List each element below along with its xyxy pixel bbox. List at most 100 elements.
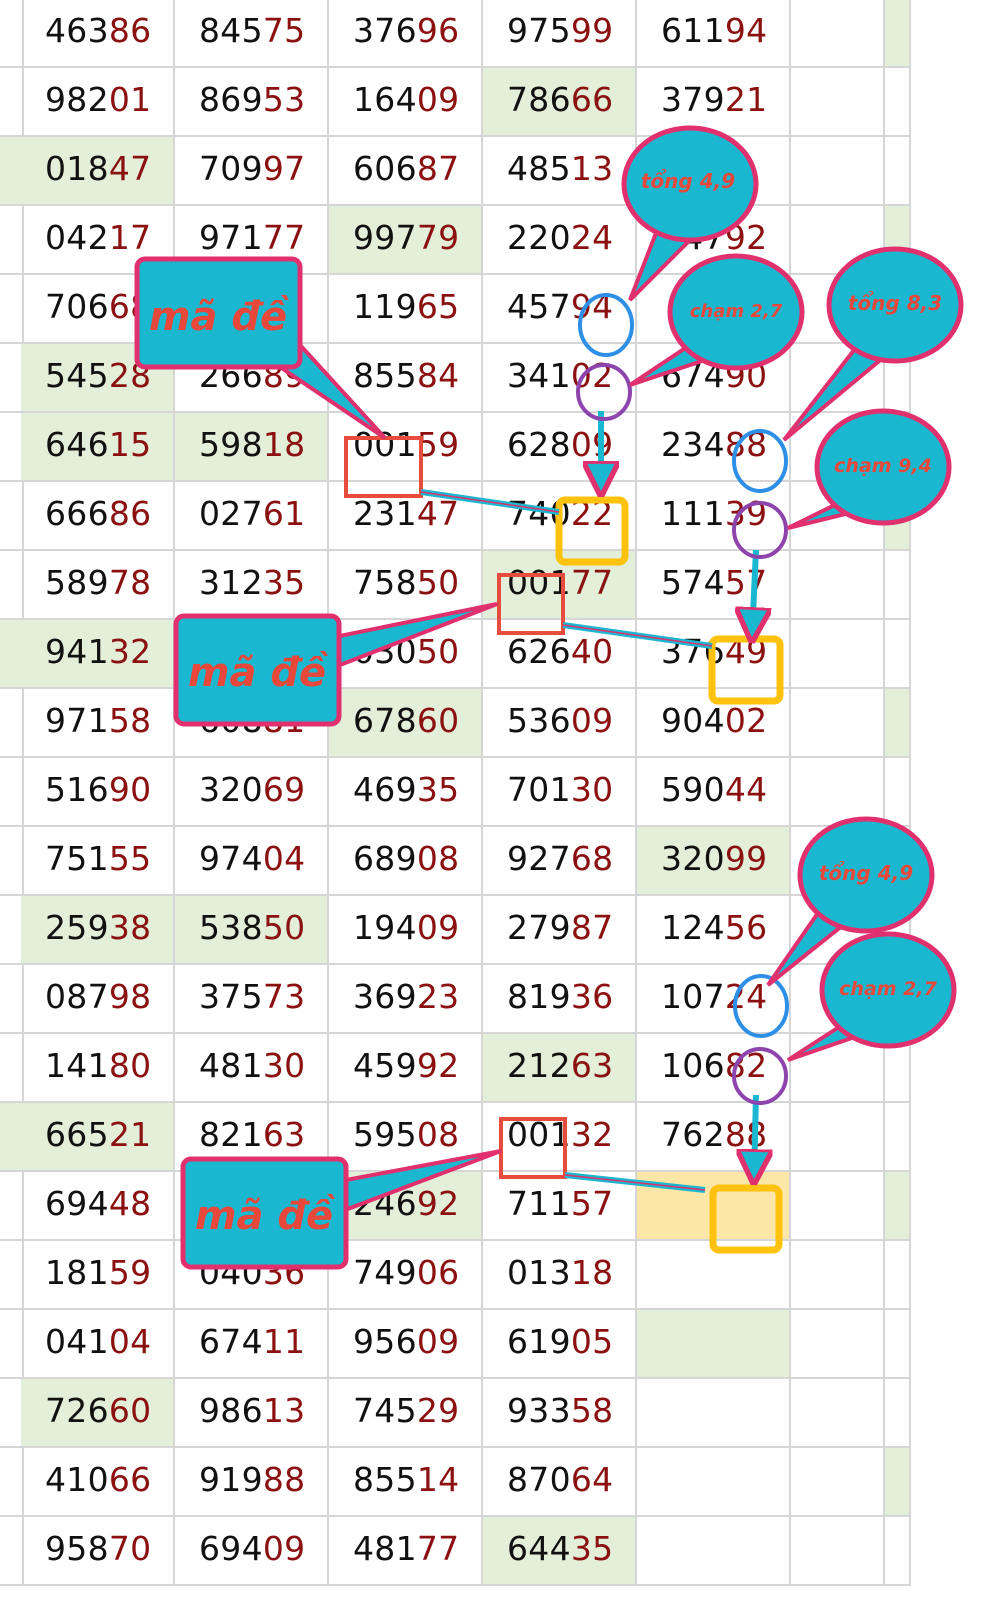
sheet-cell[interactable]	[885, 1172, 911, 1241]
sheet-cell[interactable]: 37573	[175, 965, 329, 1034]
sheet-cell[interactable]	[637, 1241, 791, 1310]
row-gutter-cell[interactable]	[0, 689, 24, 758]
sheet-cell[interactable]: 22024	[483, 206, 637, 275]
sheet-cell[interactable]	[791, 137, 885, 206]
sheet-cell[interactable]: 95870	[21, 1517, 175, 1586]
sheet-cell[interactable]: 01318	[483, 1241, 637, 1310]
sheet-cell[interactable]: 69409	[175, 1517, 329, 1586]
sheet-cell[interactable]	[791, 1517, 885, 1586]
sheet-cell[interactable]: 95609	[329, 1310, 483, 1379]
sheet-cell[interactable]	[791, 689, 885, 758]
sheet-cell[interactable]: 81936	[483, 965, 637, 1034]
row-gutter-cell[interactable]	[0, 965, 24, 1034]
sheet-cell[interactable]	[885, 1517, 911, 1586]
sheet-cell[interactable]: 46386	[21, 0, 175, 68]
sheet-cell[interactable]: 92768	[483, 827, 637, 896]
sheet-cell[interactable]	[885, 137, 911, 206]
sheet-cell[interactable]: 72660	[21, 1379, 175, 1448]
sheet-cell[interactable]: 66521	[21, 1103, 175, 1172]
sheet-cell[interactable]	[885, 1241, 911, 1310]
sheet-cell[interactable]: 64615	[21, 413, 175, 482]
sheet-cell[interactable]	[791, 344, 885, 413]
sheet-cell[interactable]: 14180	[21, 1034, 175, 1103]
sheet-cell[interactable]: 67411	[175, 1310, 329, 1379]
sheet-cell[interactable]: 32069	[175, 758, 329, 827]
sheet-cell[interactable]: 46935	[329, 758, 483, 827]
row-gutter-cell[interactable]	[0, 1448, 24, 1517]
row-gutter-cell[interactable]	[0, 758, 24, 827]
sheet-cell[interactable]: 11965	[329, 275, 483, 344]
sheet-cell[interactable]: 02761	[175, 482, 329, 551]
sheet-cell[interactable]: 69448	[21, 1172, 175, 1241]
row-gutter-cell[interactable]	[0, 0, 24, 68]
sheet-cell[interactable]: 59818	[175, 413, 329, 482]
sheet-cell[interactable]: 75850	[329, 551, 483, 620]
sheet-cell[interactable]: 97158	[21, 689, 175, 758]
sheet-cell[interactable]: 85514	[329, 1448, 483, 1517]
sheet-cell[interactable]: 71157	[483, 1172, 637, 1241]
row-gutter-cell[interactable]	[0, 482, 24, 551]
row-gutter-cell[interactable]	[0, 551, 24, 620]
sheet-cell[interactable]: 68908	[329, 827, 483, 896]
sheet-cell[interactable]: 61905	[483, 1310, 637, 1379]
sheet-cell[interactable]: 45794	[483, 275, 637, 344]
row-gutter-cell[interactable]	[0, 1310, 24, 1379]
sheet-cell[interactable]: 45992	[329, 1034, 483, 1103]
sheet-cell[interactable]	[791, 620, 885, 689]
sheet-cell[interactable]: 90402	[637, 689, 791, 758]
sheet-cell[interactable]: 59044	[637, 758, 791, 827]
sheet-cell[interactable]: 60687	[329, 137, 483, 206]
sheet-cell[interactable]: 19409	[329, 896, 483, 965]
sheet-cell[interactable]: 97404	[175, 827, 329, 896]
sheet-cell[interactable]	[885, 551, 911, 620]
row-gutter-cell[interactable]	[0, 206, 24, 275]
sheet-cell[interactable]	[637, 1448, 791, 1517]
sheet-cell[interactable]: 93358	[483, 1379, 637, 1448]
sheet-cell[interactable]: 98613	[175, 1379, 329, 1448]
row-gutter-cell[interactable]	[0, 827, 24, 896]
sheet-cell[interactable]: 23147	[329, 482, 483, 551]
sheet-cell[interactable]: 78666	[483, 68, 637, 137]
sheet-cell[interactable]	[791, 1103, 885, 1172]
row-gutter-cell[interactable]	[0, 1034, 24, 1103]
sheet-cell[interactable]: 53609	[483, 689, 637, 758]
sheet-cell[interactable]	[637, 1379, 791, 1448]
sheet-cell[interactable]: 98201	[21, 68, 175, 137]
sheet-cell[interactable]: 00132	[483, 1103, 637, 1172]
sheet-cell[interactable]: 75155	[21, 827, 175, 896]
sheet-cell[interactable]: 61194	[637, 0, 791, 68]
sheet-cell[interactable]: 57457	[637, 551, 791, 620]
sheet-cell[interactable]: 97599	[483, 0, 637, 68]
sheet-cell[interactable]: 00159	[329, 413, 483, 482]
sheet-cell[interactable]: 54528	[21, 344, 175, 413]
sheet-cell[interactable]: 62809	[483, 413, 637, 482]
sheet-cell[interactable]: 62640	[483, 620, 637, 689]
sheet-cell[interactable]	[885, 1448, 911, 1517]
sheet-cell[interactable]: 70130	[483, 758, 637, 827]
row-gutter-cell[interactable]	[0, 68, 24, 137]
sheet-cell[interactable]: 51690	[21, 758, 175, 827]
sheet-cell[interactable]: 58978	[21, 551, 175, 620]
sheet-cell[interactable]	[791, 0, 885, 68]
sheet-cell[interactable]: 74529	[329, 1379, 483, 1448]
sheet-cell[interactable]: 70997	[175, 137, 329, 206]
sheet-cell[interactable]	[791, 1448, 885, 1517]
row-gutter-cell[interactable]	[0, 1517, 24, 1586]
sheet-cell[interactable]: 10724	[637, 965, 791, 1034]
sheet-cell[interactable]	[885, 1034, 911, 1103]
sheet-cell[interactable]: 36923	[329, 965, 483, 1034]
sheet-cell[interactable]: 76288	[637, 1103, 791, 1172]
sheet-cell[interactable]	[885, 620, 911, 689]
sheet-cell[interactable]: 94132	[21, 620, 175, 689]
sheet-cell[interactable]: 25938	[21, 896, 175, 965]
sheet-cell[interactable]	[885, 1103, 911, 1172]
sheet-cell[interactable]: 48130	[175, 1034, 329, 1103]
sheet-cell[interactable]: 99779	[329, 206, 483, 275]
sheet-cell[interactable]: 91988	[175, 1448, 329, 1517]
sheet-cell[interactable]	[885, 689, 911, 758]
sheet-cell[interactable]	[791, 1379, 885, 1448]
sheet-cell[interactable]	[791, 1034, 885, 1103]
sheet-cell[interactable]: 08798	[21, 965, 175, 1034]
sheet-cell[interactable]: 67860	[329, 689, 483, 758]
row-gutter-cell[interactable]	[0, 1172, 24, 1241]
